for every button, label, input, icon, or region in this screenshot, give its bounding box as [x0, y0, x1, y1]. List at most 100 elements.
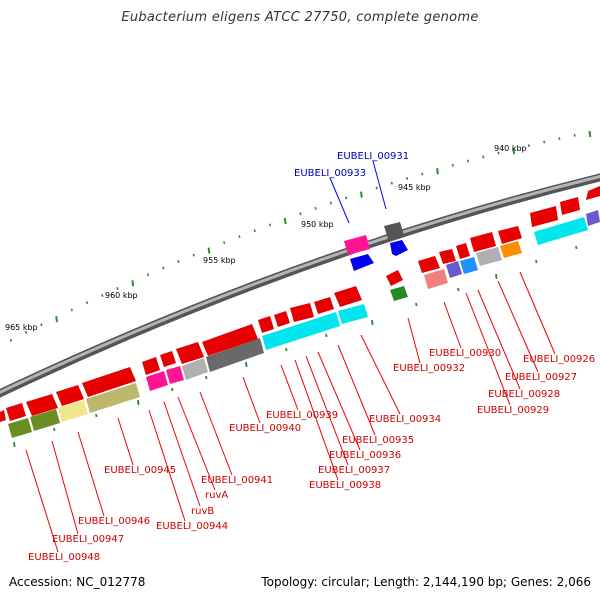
kbp-tick: [70, 308, 73, 312]
kbp-tick: [360, 191, 363, 198]
gene-arrow: [160, 351, 176, 367]
kbp-tick: [40, 323, 43, 327]
kbp-tick: [146, 273, 150, 277]
gene-features: [0, 186, 600, 438]
inner-tick: [13, 441, 16, 448]
gene-label[interactable]: EUBELI_00940: [229, 423, 301, 434]
leader-line: [163, 401, 201, 507]
gene-labels: EUBELI_00931 EUBELI_00933 EUBELI_00926 EUBE…: [28, 151, 595, 563]
kbp-tick: [573, 133, 576, 137]
leader-line: [407, 317, 421, 364]
inner-tick: [245, 361, 248, 368]
gene-arrow: [258, 316, 274, 333]
inner-tick: [575, 245, 578, 250]
gene-label[interactable]: EUBELI_00946: [78, 516, 150, 527]
gene-label[interactable]: EUBELI_00937: [318, 465, 390, 476]
leader-line: [77, 431, 105, 517]
kbp-tick: [55, 315, 58, 323]
gene-arrow: [56, 385, 84, 406]
gene-arrow: [202, 324, 258, 356]
kbp-tick: [238, 235, 241, 239]
map-title: Eubacterium eligens ATCC 27750, complete…: [121, 10, 479, 25]
gene-label[interactable]: EUBELI_00926: [523, 354, 595, 365]
inner-tick: [371, 319, 374, 326]
gene-label[interactable]: EUBELI_00928: [488, 389, 560, 400]
kbp-marker-label: 950 kbp: [301, 220, 334, 229]
kbp-tick: [329, 201, 333, 205]
inner-tick: [535, 259, 538, 264]
leader-line: [337, 344, 376, 436]
kbp-tick: [543, 140, 546, 144]
kbp-tick: [512, 147, 516, 155]
leader-line: [242, 376, 261, 424]
gene-label[interactable]: EUBELI_00934: [369, 414, 441, 425]
gene-label[interactable]: EUBELI_00939: [266, 410, 338, 421]
leader-lines: [25, 160, 556, 553]
gene-arrow: [386, 270, 403, 286]
gene-label[interactable]: EUBELI_00947: [52, 534, 124, 545]
inner-tick: [415, 302, 418, 307]
kbp-tick: [283, 217, 287, 225]
inner-tick: [495, 273, 498, 280]
gene-block: [86, 383, 140, 413]
genome-backbone: [0, 173, 600, 398]
gene-label[interactable]: EUBELI_00945: [104, 465, 176, 476]
leader-line: [305, 355, 349, 466]
gene-label[interactable]: EUBELI_00932: [393, 363, 465, 374]
kbp-tick: [116, 286, 119, 290]
gene-label[interactable]: EUBELI_00933: [294, 168, 366, 179]
gene-label[interactable]: EUBELI_00930: [429, 348, 501, 359]
kbp-marker-label: 945 kbp: [398, 183, 431, 192]
gene-block: [146, 371, 168, 391]
kbp-tick: [101, 293, 104, 297]
kbp-tick: [162, 266, 165, 270]
gene-label[interactable]: EUBELI_00944: [156, 521, 228, 532]
kbp-tick: [253, 229, 256, 233]
gene-label[interactable]: EUBELI_00927: [505, 372, 577, 383]
gene-label[interactable]: EUBELI_00948: [28, 552, 100, 563]
kbp-tick: [558, 137, 561, 141]
gene-block: [182, 358, 208, 380]
gene-block: [534, 217, 588, 245]
kbp-tick: [497, 151, 500, 155]
gene-label[interactable]: EUBELI_00938: [309, 480, 381, 491]
leader-line: [117, 417, 134, 466]
gene-arrow: [350, 254, 374, 271]
kbp-tick: [223, 241, 226, 245]
gene-label[interactable]: ruvA: [205, 490, 228, 501]
gene-arrow: [0, 410, 6, 422]
kbp-marker-label: 960 kbp: [105, 291, 138, 300]
leader-line: [25, 449, 59, 553]
topology-text: Topology: circular; Length: 2,144,190 bp…: [261, 575, 591, 589]
gene-block: [586, 210, 600, 226]
inner-tick: [137, 399, 140, 406]
gene-block: [424, 269, 448, 289]
gene-label[interactable]: EUBELI_00936: [329, 450, 401, 461]
kbp-tick: [482, 155, 485, 159]
gene-block: [500, 241, 522, 258]
gene-label[interactable]: ruvB: [191, 506, 214, 517]
leader-line: [177, 396, 216, 491]
gene-block: [384, 222, 404, 239]
gene-block: [8, 418, 32, 438]
kbp-tick: [405, 176, 409, 180]
gene-arrow: [560, 197, 580, 215]
gene-arrow: [390, 240, 408, 256]
gene-label[interactable]: EUBELI_00929: [477, 405, 549, 416]
kbp-tick: [390, 181, 393, 185]
gene-label[interactable]: EUBELI_00935: [342, 435, 414, 446]
gene-arrow: [334, 286, 362, 307]
kbp-marker-label: 955 kbp: [203, 256, 236, 265]
leader-line: [360, 334, 401, 415]
kbp-tick: [131, 280, 135, 287]
gene-label[interactable]: EUBELI_00941: [201, 475, 273, 486]
leader-line: [148, 409, 186, 522]
gene-arrow: [290, 303, 314, 322]
kbp-tick: [85, 301, 89, 305]
kbp-tick: [466, 159, 470, 163]
gene-label[interactable]: EUBELI_00931: [337, 151, 409, 162]
kbp-tick: [588, 130, 592, 138]
inner-tick: [53, 427, 56, 432]
inner-tick: [285, 347, 288, 352]
